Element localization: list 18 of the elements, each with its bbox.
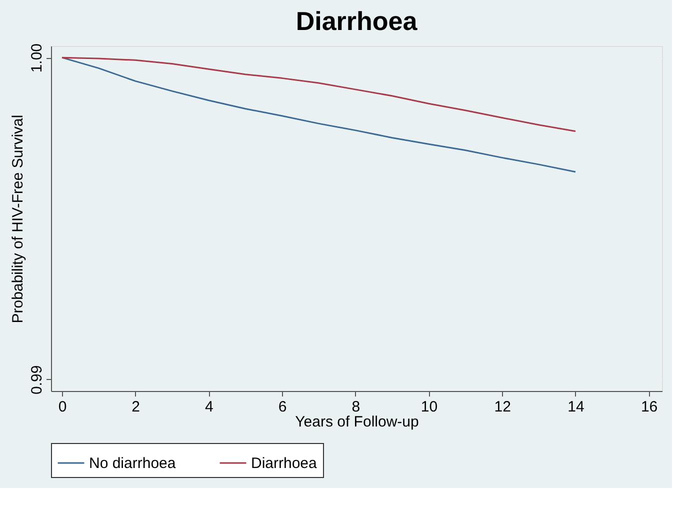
x-tick-label: 10 <box>420 398 438 416</box>
x-axis-title: Years of Follow-up <box>295 414 419 430</box>
y-tick-label: 1.00 <box>28 43 46 73</box>
x-tick-label: 4 <box>205 398 214 416</box>
y-tick-label: 0.99 <box>28 365 46 395</box>
x-tick-label: 14 <box>568 398 584 416</box>
x-tick-label: 0 <box>58 398 67 416</box>
x-tick-label: 12 <box>494 398 511 416</box>
line-series <box>61 56 576 173</box>
x-tick-label: 8 <box>352 398 360 416</box>
line-series <box>61 56 576 132</box>
x-tick-label: 16 <box>640 398 658 416</box>
legend-label: Diarrhoea <box>251 455 318 472</box>
x-tick-label: 2 <box>132 398 140 416</box>
legend-label: No diarrhoea <box>89 455 176 472</box>
x-tick-label: 6 <box>278 398 287 416</box>
y-axis-title: Probability of HIV-Free Survival <box>10 114 26 324</box>
chart-title: Diarrhoea <box>296 6 418 36</box>
